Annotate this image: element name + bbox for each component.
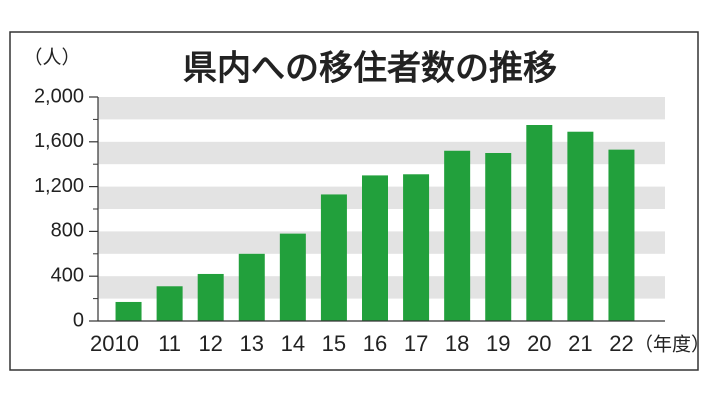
x-tick-label: 19 (486, 331, 510, 356)
bar (444, 150, 471, 321)
bar (362, 175, 388, 321)
bar (279, 233, 306, 321)
chart-title: 県内への移住者数の推移 (183, 49, 557, 89)
frame (9, 31, 699, 371)
bar (567, 131, 594, 321)
x-tick-label: 13 (240, 331, 264, 356)
bar (197, 273, 224, 321)
bar (485, 153, 512, 321)
x-tick-label: 15 (322, 331, 346, 356)
x-tick-label: 14 (281, 331, 305, 356)
x-unit: （年度） (634, 334, 710, 356)
x-tick-label: 17 (404, 331, 428, 356)
bar (115, 301, 142, 321)
bar (608, 149, 635, 321)
bar (238, 253, 265, 321)
bar (156, 286, 183, 321)
x-tick-label: 22 (609, 331, 633, 356)
bar (526, 125, 553, 321)
y-tick-label: 400 (51, 264, 84, 286)
x-tick-label: 11 (158, 331, 181, 356)
y-unit: （人） (23, 47, 80, 69)
x-tick-label: 21 (568, 331, 592, 356)
bar (403, 174, 430, 321)
x-tick-label: 18 (445, 331, 469, 356)
grid-band (98, 97, 665, 120)
x-tick-label: 2010 (90, 331, 139, 356)
bar (320, 194, 347, 321)
y-tick-label: 1,600 (34, 130, 84, 152)
x-tick-label: 20 (527, 331, 551, 356)
x-tick-label: 12 (198, 331, 222, 356)
x-tick-label: 16 (363, 331, 387, 356)
y-tick-label: 800 (51, 220, 84, 242)
y-tick-label: 2,000 (34, 85, 84, 107)
y-tick-label: 1,200 (34, 175, 84, 197)
grid-band (98, 141, 665, 165)
y-tick-label: 0 (73, 309, 84, 331)
